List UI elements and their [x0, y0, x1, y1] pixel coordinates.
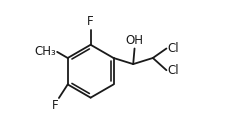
- Text: F: F: [87, 15, 94, 28]
- Text: CH₃: CH₃: [34, 45, 56, 58]
- Text: OH: OH: [125, 34, 143, 47]
- Text: Cl: Cl: [167, 64, 179, 77]
- Text: F: F: [51, 99, 58, 112]
- Text: Cl: Cl: [167, 42, 179, 55]
